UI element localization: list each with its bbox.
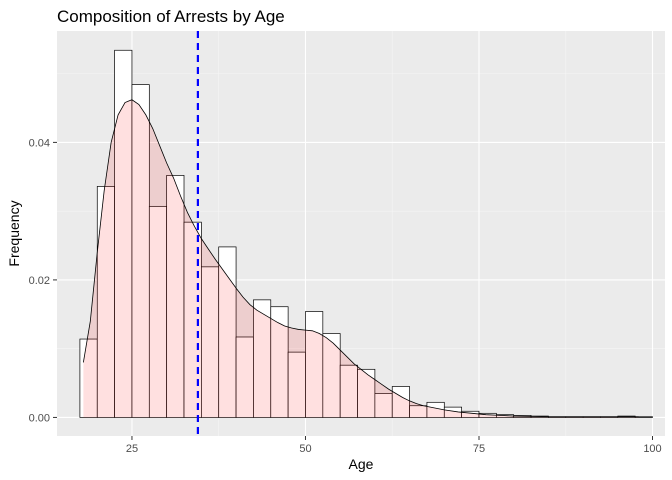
y-axis-title: Frequency bbox=[6, 200, 22, 266]
density-area bbox=[83, 99, 639, 418]
histogram-bars bbox=[79, 49, 653, 418]
x-axis: 25 50 75 100 bbox=[126, 436, 662, 455]
x-axis-title: Age bbox=[349, 456, 374, 472]
x-tick-label: 100 bbox=[643, 443, 661, 455]
y-tick-label: 0.00 bbox=[29, 412, 50, 424]
y-axis: 0.00 0.02 0.04 bbox=[29, 137, 57, 424]
y-tick-label: 0.02 bbox=[29, 275, 50, 287]
chart-title: Composition of Arrests by Age bbox=[57, 7, 285, 26]
histogram-bar bbox=[218, 246, 237, 418]
y-tick-label: 0.04 bbox=[29, 137, 50, 149]
x-tick-label: 75 bbox=[473, 443, 485, 455]
density-layer bbox=[82, 99, 639, 418]
x-tick-label: 50 bbox=[299, 443, 311, 455]
x-tick-label: 25 bbox=[126, 443, 138, 455]
density-curve bbox=[82, 99, 639, 418]
